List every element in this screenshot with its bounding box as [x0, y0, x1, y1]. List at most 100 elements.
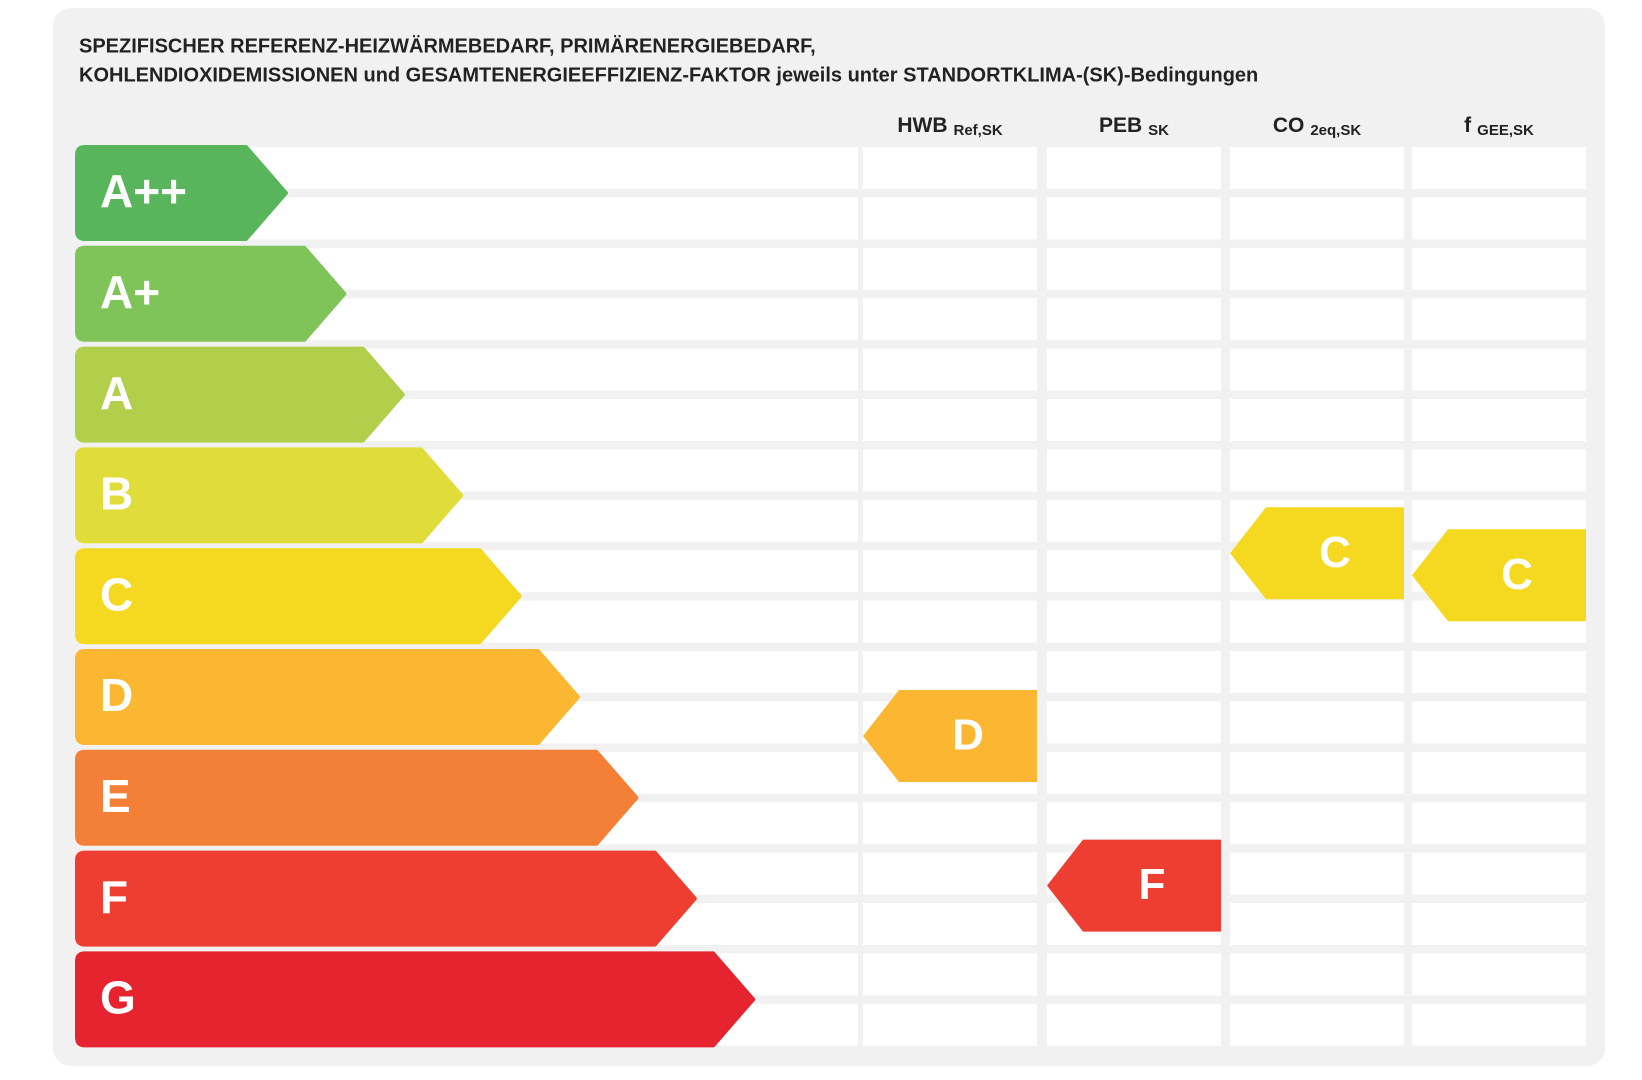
stripe	[1412, 298, 1586, 341]
stripe	[1047, 751, 1221, 794]
stripe	[863, 348, 1037, 391]
column-subscript: GEE,SK	[1477, 122, 1534, 139]
stripe	[1412, 449, 1586, 492]
title-line: SPEZIFISCHER REFERENZ-HEIZWÄRMEBEDARF, P…	[79, 34, 816, 57]
stripe	[1412, 1003, 1586, 1046]
stripe	[1230, 651, 1404, 693]
class-arrow	[75, 145, 288, 241]
stripe	[1047, 600, 1221, 643]
stripe	[1412, 903, 1586, 945]
class-arrow	[75, 346, 405, 443]
stripe	[1230, 449, 1404, 492]
stripe	[1230, 197, 1404, 240]
stripe	[1412, 651, 1586, 693]
column-subscript: Ref,SK	[953, 122, 1002, 139]
stripe	[1047, 701, 1221, 744]
stripe	[1412, 701, 1586, 744]
class-arrow	[75, 548, 522, 645]
stripe	[1047, 651, 1221, 693]
class-label: C	[100, 568, 133, 620]
class-label: A	[100, 367, 133, 419]
column-label: HWB	[897, 114, 947, 137]
column-subscript: SK	[1148, 122, 1169, 139]
stripe	[1230, 751, 1404, 794]
class-label: G	[100, 972, 136, 1024]
class-arrow	[75, 749, 639, 846]
stripe	[1412, 852, 1586, 895]
class-label: B	[100, 468, 133, 520]
class-arrow	[75, 649, 580, 745]
stripe	[863, 953, 1037, 996]
stripe	[1047, 348, 1221, 391]
rating-label: C	[1501, 550, 1533, 599]
column-header: PEB SK	[1099, 114, 1169, 139]
stripe	[863, 399, 1037, 441]
stripe	[1047, 802, 1221, 845]
class-arrow	[75, 447, 464, 544]
column-header: CO 2eq,SK	[1273, 114, 1362, 139]
stripe	[863, 298, 1037, 341]
stripe	[1047, 197, 1221, 240]
class-label: F	[100, 871, 128, 923]
column-header: f GEE,SK	[1464, 114, 1534, 139]
stripe	[1047, 298, 1221, 341]
stripe	[1412, 348, 1586, 391]
stripe	[863, 903, 1037, 945]
stripe	[863, 1003, 1037, 1046]
stripe	[1047, 550, 1221, 593]
stripe	[863, 550, 1037, 593]
stripe	[1230, 600, 1404, 643]
stripe	[1047, 953, 1221, 996]
stripe	[863, 651, 1037, 693]
stripe	[1047, 147, 1221, 189]
stripe	[1412, 953, 1586, 996]
stripe	[1412, 247, 1586, 290]
stripe	[863, 247, 1037, 290]
rating-label: F	[1139, 860, 1166, 909]
column-header: HWB Ref,SK	[897, 114, 1002, 139]
stripe	[863, 449, 1037, 492]
stripe	[1230, 247, 1404, 290]
stripe	[1230, 903, 1404, 945]
class-label: D	[100, 669, 133, 721]
class-arrow	[75, 245, 347, 342]
stripe	[1230, 298, 1404, 341]
class-arrow	[75, 951, 756, 1048]
stripe	[863, 499, 1037, 542]
rating-label: D	[952, 711, 984, 760]
class-label: A+	[100, 266, 160, 318]
stripe	[1230, 852, 1404, 895]
column-label: CO	[1273, 114, 1305, 137]
stripe	[1047, 449, 1221, 492]
stripe	[863, 600, 1037, 643]
rating-indicator	[1412, 529, 1586, 622]
stripe	[863, 147, 1037, 189]
stripe	[1047, 499, 1221, 542]
stripe	[1230, 1003, 1404, 1046]
stripe	[1412, 399, 1586, 441]
stripe	[1230, 399, 1404, 441]
stripe	[863, 852, 1037, 895]
stripe	[1412, 751, 1586, 794]
stripe	[1230, 701, 1404, 744]
column-label: f	[1464, 114, 1472, 137]
stripe	[1412, 802, 1586, 845]
class-arrow	[75, 850, 697, 947]
stripe	[1230, 147, 1404, 189]
rating-label: C	[1319, 528, 1351, 577]
stripe	[1412, 197, 1586, 240]
stripe	[863, 197, 1037, 240]
stripe	[1412, 147, 1586, 189]
stripe	[1047, 399, 1221, 441]
stripe	[1047, 247, 1221, 290]
rating-indicator	[1047, 839, 1221, 932]
column-label: PEB	[1099, 114, 1142, 137]
stripe	[1230, 802, 1404, 845]
class-label: A++	[100, 165, 187, 217]
stripe	[1230, 953, 1404, 996]
class-label: E	[100, 770, 131, 822]
stripe	[863, 802, 1037, 845]
stripe	[1047, 1003, 1221, 1046]
